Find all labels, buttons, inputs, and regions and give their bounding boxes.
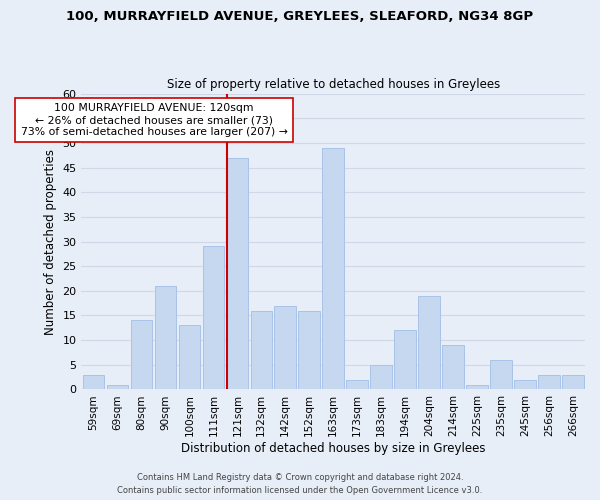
Bar <box>562 374 584 390</box>
Bar <box>346 380 368 390</box>
Bar <box>83 374 104 390</box>
X-axis label: Distribution of detached houses by size in Greylees: Distribution of detached houses by size … <box>181 442 485 455</box>
Bar <box>203 246 224 390</box>
Bar <box>155 286 176 390</box>
Bar <box>179 326 200 390</box>
Bar <box>514 380 536 390</box>
Bar <box>274 306 296 390</box>
Bar <box>251 310 272 390</box>
Text: 100 MURRAYFIELD AVENUE: 120sqm
← 26% of detached houses are smaller (73)
73% of : 100 MURRAYFIELD AVENUE: 120sqm ← 26% of … <box>20 104 287 136</box>
Bar <box>370 365 392 390</box>
Bar <box>298 310 320 390</box>
Bar <box>442 345 464 390</box>
Text: 100, MURRAYFIELD AVENUE, GREYLEES, SLEAFORD, NG34 8GP: 100, MURRAYFIELD AVENUE, GREYLEES, SLEAF… <box>67 10 533 23</box>
Bar <box>418 296 440 390</box>
Bar <box>394 330 416 390</box>
Y-axis label: Number of detached properties: Number of detached properties <box>44 148 57 334</box>
Bar <box>490 360 512 390</box>
Bar <box>466 384 488 390</box>
Bar <box>227 158 248 390</box>
Bar <box>107 384 128 390</box>
Bar <box>322 148 344 390</box>
Bar <box>131 320 152 390</box>
Bar <box>538 374 560 390</box>
Text: Contains HM Land Registry data © Crown copyright and database right 2024.
Contai: Contains HM Land Registry data © Crown c… <box>118 474 482 495</box>
Title: Size of property relative to detached houses in Greylees: Size of property relative to detached ho… <box>167 78 500 91</box>
